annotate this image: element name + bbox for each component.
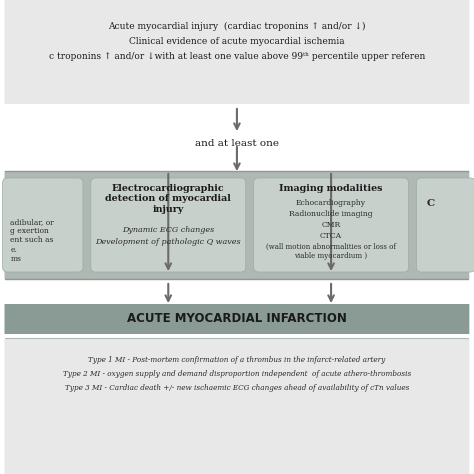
Text: Clinical evidence of acute myocardial ischemia: Clinical evidence of acute myocardial is… xyxy=(129,37,345,46)
Text: Development of pathologic Q waves: Development of pathologic Q waves xyxy=(95,238,241,246)
FancyBboxPatch shape xyxy=(91,178,246,272)
Text: Echocardiography: Echocardiography xyxy=(296,199,366,207)
Text: c troponins ↑ and/or ↓with at least one value above 99ᵗʰ percentile upper refere: c troponins ↑ and/or ↓with at least one … xyxy=(49,52,425,61)
Text: Radionuclide imaging: Radionuclide imaging xyxy=(289,210,373,218)
FancyBboxPatch shape xyxy=(416,178,474,272)
FancyBboxPatch shape xyxy=(5,339,469,474)
Text: Dynamic ECG changes: Dynamic ECG changes xyxy=(122,226,214,234)
Text: Type 3 MI - Cardiac death +/- new ischaemic ECG changes ahead of availability of: Type 3 MI - Cardiac death +/- new ischae… xyxy=(65,384,409,392)
Text: ACUTE MYOCARDIAL INFARCTION: ACUTE MYOCARDIAL INFARCTION xyxy=(127,312,347,326)
FancyBboxPatch shape xyxy=(2,178,83,272)
Text: Type 2 MI - oxygen supply and demand disproportion independent  of acute athero-: Type 2 MI - oxygen supply and demand dis… xyxy=(63,370,411,378)
Text: Type 1 MI - Post-mortem confirmation of a thrombus in the infarct-related artery: Type 1 MI - Post-mortem confirmation of … xyxy=(88,356,385,364)
Text: Acute myocardial injury  (cardiac troponins ↑ and/or ↓): Acute myocardial injury (cardiac troponi… xyxy=(108,22,365,31)
Text: CTCA: CTCA xyxy=(320,232,342,240)
Text: Imaging modalities: Imaging modalities xyxy=(279,184,383,193)
Text: adibular, or
g exertion
ent such as
e.
ms: adibular, or g exertion ent such as e. m… xyxy=(10,218,54,263)
FancyBboxPatch shape xyxy=(5,171,469,279)
Text: Electrocardiographic
detection of myocardial
injury: Electrocardiographic detection of myocar… xyxy=(105,184,231,214)
Text: CMR: CMR xyxy=(321,221,341,229)
Text: (wall motion abnormalities or loss of
viable myocardium ): (wall motion abnormalities or loss of vi… xyxy=(266,243,396,260)
FancyBboxPatch shape xyxy=(254,178,409,272)
FancyBboxPatch shape xyxy=(5,304,469,334)
FancyBboxPatch shape xyxy=(5,0,469,104)
Text: and at least one: and at least one xyxy=(195,139,279,148)
Text: C: C xyxy=(426,199,434,208)
